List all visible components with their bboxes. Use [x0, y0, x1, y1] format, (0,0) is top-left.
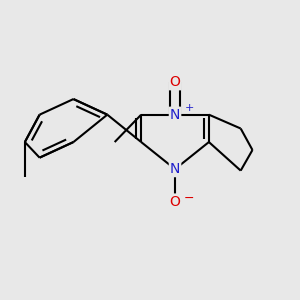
Text: N: N: [170, 162, 180, 176]
Text: N: N: [170, 108, 180, 122]
Text: O: O: [169, 194, 181, 208]
Text: O: O: [169, 75, 181, 89]
Text: −: −: [184, 192, 194, 205]
Text: +: +: [184, 103, 194, 113]
